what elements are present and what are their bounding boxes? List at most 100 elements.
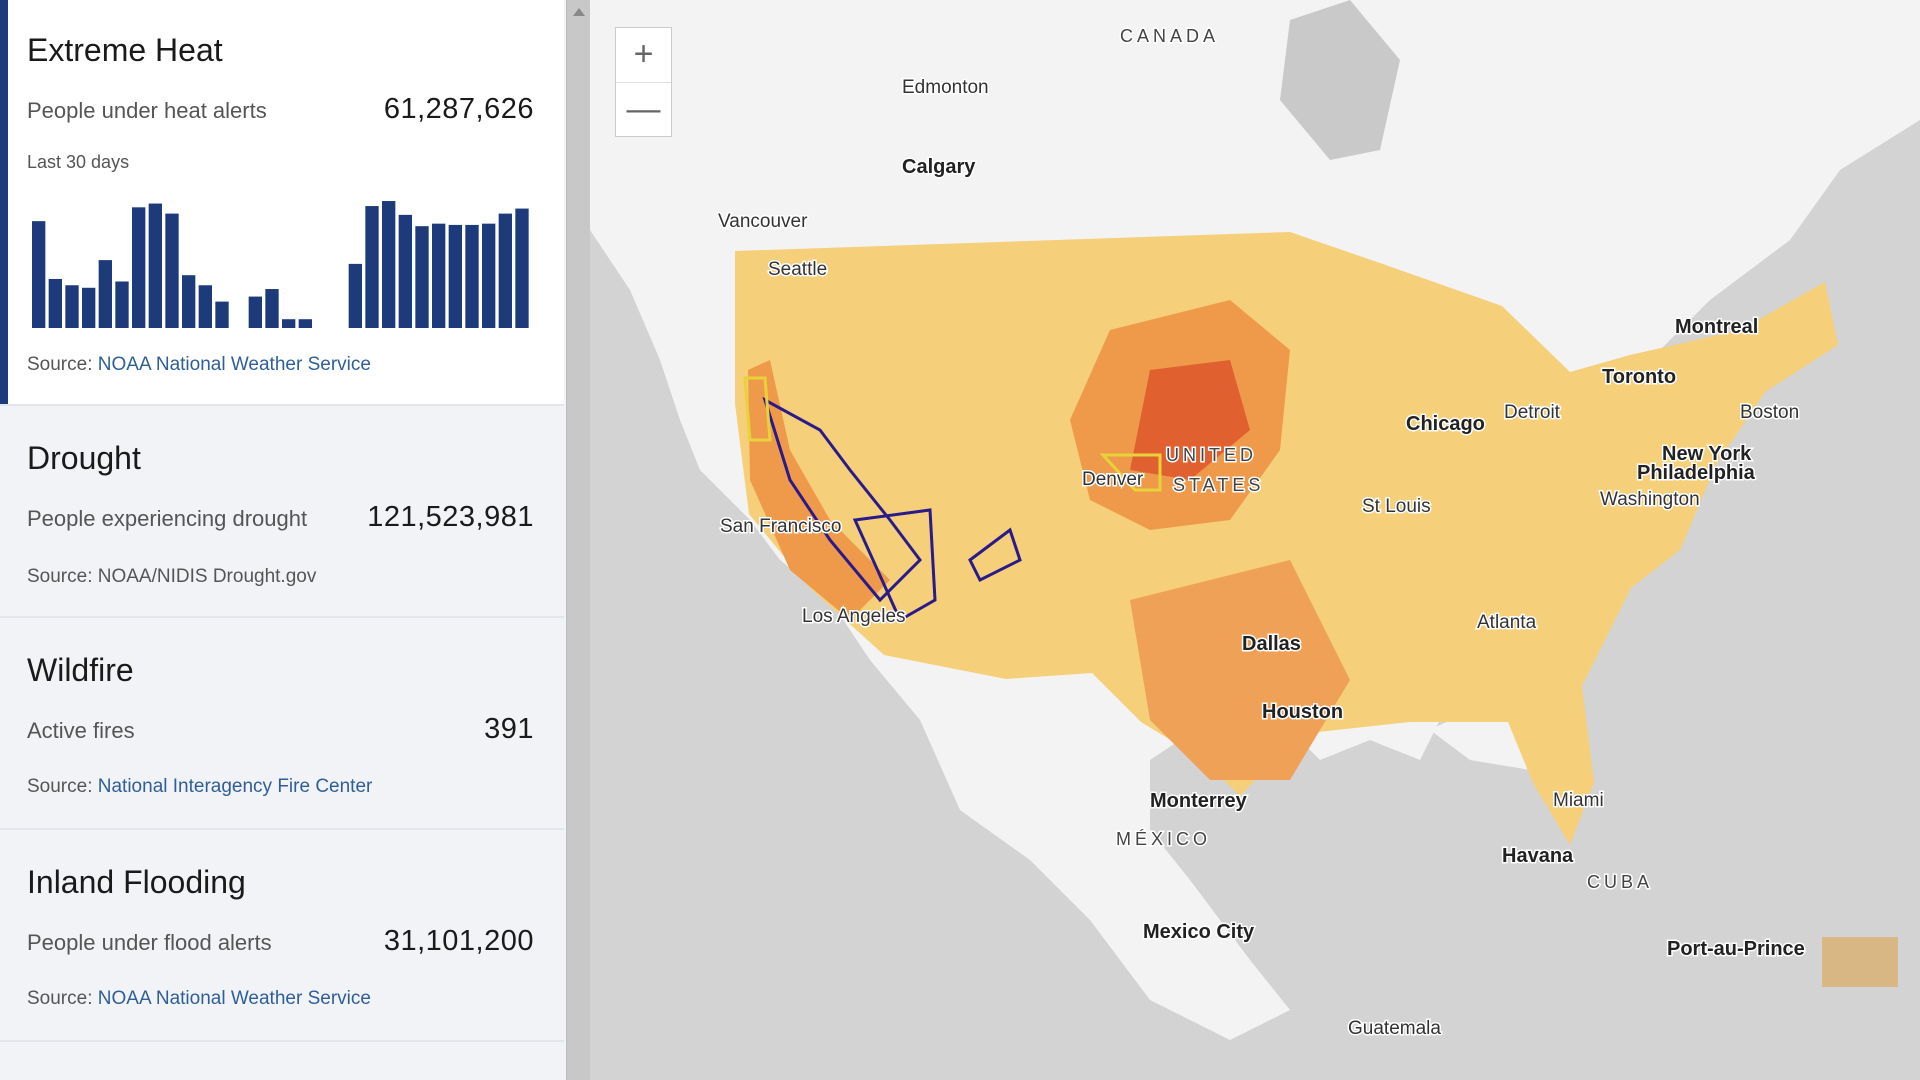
map-label: Dallas <box>1242 633 1301 655</box>
card[interactable]: Drought People experiencing drought 121,… <box>0 406 564 618</box>
map-label: Washington <box>1600 489 1700 510</box>
map-label: Chicago <box>1406 413 1485 435</box>
bar <box>482 223 496 328</box>
lake <box>1280 0 1400 160</box>
source: Source: NOAA National Weather Service <box>27 354 371 376</box>
map-label: Toronto <box>1602 366 1676 388</box>
bar <box>498 213 512 328</box>
source-label: Source: <box>27 354 93 375</box>
source: Source: NOAA National Weather Service <box>27 988 371 1010</box>
card[interactable]: Wildfire Active fires 391 Source: Nation… <box>0 618 564 830</box>
source-link[interactable]: NOAA National Weather Service <box>97 354 371 375</box>
map[interactable]: CANADA Edmonton Calgary Vancouver Seattle Mon… <box>590 0 1920 1080</box>
metric-value: 61,287,626 <box>383 93 534 125</box>
bar <box>448 224 462 328</box>
bar <box>248 296 262 328</box>
bar <box>365 206 379 328</box>
bar <box>82 287 96 328</box>
map-label: Port-au-Prince <box>1667 938 1805 960</box>
bar <box>182 275 196 328</box>
heat-area <box>748 360 890 620</box>
bar <box>298 319 312 328</box>
bar <box>282 319 296 328</box>
card-title: Inland Flooding <box>27 864 246 900</box>
map-label: New York <box>1662 443 1752 465</box>
bar <box>148 203 162 328</box>
card-title: Drought <box>27 440 141 476</box>
bar <box>398 214 412 328</box>
map-label: Montreal <box>1675 316 1758 338</box>
bar <box>165 213 179 328</box>
bar <box>32 221 46 328</box>
source-link[interactable]: National Interagency Fire Center <box>97 776 373 797</box>
bar <box>198 285 212 328</box>
map-label: Miami <box>1553 790 1604 811</box>
scroll-arrow[interactable] <box>573 8 585 16</box>
bar <box>215 301 229 328</box>
sidebar: Extreme Heat People under heat alerts 61… <box>0 0 566 1080</box>
bar <box>432 223 446 328</box>
map-label: Los Angeles <box>802 606 906 627</box>
bar <box>115 281 129 328</box>
card-title: Wildfire <box>27 652 134 688</box>
bar-chart <box>32 201 529 328</box>
zoom-out[interactable]: — <box>626 90 661 128</box>
metric-label: People under heat alerts <box>27 98 267 123</box>
zoom-in[interactable]: + <box>616 28 671 83</box>
metric-label: People experiencing drought <box>27 506 308 531</box>
map-label: CANADA <box>1120 26 1219 46</box>
map-label: Monterrey <box>1150 790 1248 812</box>
bar <box>348 263 362 328</box>
map-label: Guatemala <box>1348 1018 1441 1039</box>
metric-label: Active fires <box>27 718 135 743</box>
heat-area <box>1822 937 1898 987</box>
source-label: Source: <box>27 776 93 797</box>
map-label: St Louis <box>1362 496 1431 517</box>
metric-value: 391 <box>484 713 534 745</box>
map-label: San Francisco <box>720 516 841 537</box>
map-label: Denver <box>1082 469 1144 490</box>
source-link[interactable]: NOAA National Weather Service <box>97 988 371 1009</box>
bar <box>515 208 529 328</box>
map-label: Seattle <box>768 259 827 280</box>
bar <box>132 207 146 328</box>
heat-area <box>735 232 1838 845</box>
map-label: STATES <box>1173 475 1264 495</box>
accent <box>0 0 8 404</box>
map-label: Edmonton <box>902 77 989 98</box>
map-label: Houston <box>1262 701 1343 723</box>
metric-value: 121,523,981 <box>367 501 534 533</box>
map-label: UNITED <box>1166 445 1257 465</box>
bar <box>415 226 429 328</box>
source: Source: National Interagency Fire Center <box>27 776 372 798</box>
bar <box>98 260 112 328</box>
drought-outline <box>762 396 922 603</box>
bar <box>265 289 279 328</box>
source-label: Source: <box>27 988 93 1009</box>
bar <box>465 224 479 328</box>
source: Source: NOAA/NIDIS Drought.gov <box>27 566 317 587</box>
map-label: Vancouver <box>718 211 808 232</box>
card[interactable]: Extreme Heat People under heat alerts 61… <box>0 0 564 406</box>
map-label: CUBA <box>1587 872 1653 892</box>
fire-outline <box>1099 453 1162 492</box>
card[interactable]: Inland Flooding People under flood alert… <box>0 830 564 1042</box>
drought-outline <box>852 508 1022 623</box>
map-label: Mexico City <box>1143 921 1255 943</box>
heat-area <box>1130 560 1350 780</box>
map-label: Calgary <box>902 156 976 178</box>
map-label: Boston <box>1740 402 1799 423</box>
map-label: Philadelphia <box>1637 462 1756 484</box>
bar <box>48 278 62 328</box>
card-title: Extreme Heat <box>27 32 223 68</box>
fire-outline <box>743 376 772 442</box>
metric-label: People under flood alerts <box>27 930 272 955</box>
bar <box>382 201 396 328</box>
chart-label: Last 30 days <box>27 152 130 172</box>
map-label: Detroit <box>1504 402 1561 423</box>
heat-area <box>1130 360 1250 480</box>
zoom-control: + — <box>615 27 672 137</box>
metric-value: 31,101,200 <box>383 925 534 957</box>
scrollbar[interactable] <box>566 0 591 1080</box>
